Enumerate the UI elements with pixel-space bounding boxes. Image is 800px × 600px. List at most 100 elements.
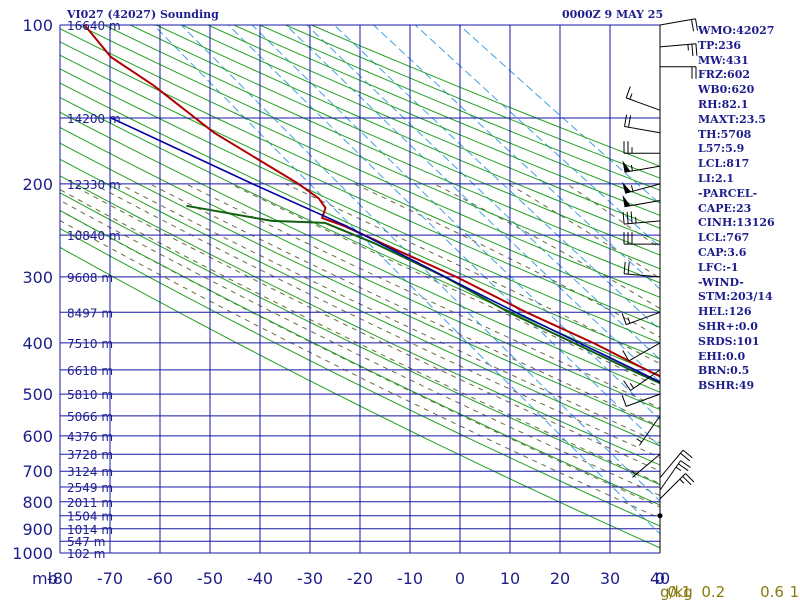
temp-tick-label: 30 [600,569,620,588]
height-label: 10840 m [67,229,121,243]
temp-tick-label: -60 [147,569,173,588]
pressure-tick-label: 300 [22,268,53,287]
index-item: FRZ:602 [698,68,751,82]
barb-half [629,93,633,100]
height-label: 14200 m [67,112,121,126]
index-item: EHI:0.0 [698,349,746,363]
index-item: -WIND- [698,275,744,289]
height-label: 12330 m [67,178,121,192]
barb-shaft [659,460,682,491]
index-item: RH:82.1 [698,97,749,111]
barb-full [691,19,695,32]
barb-full [623,380,631,391]
stability-indices-panel: WMO:42027 TP:236 MW:431 FRZ:602 WB0:620 RH:82… [698,24,775,394]
dry-adiabat [60,175,660,466]
pressure-tick-label: 400 [22,334,53,353]
surface-wind-marker [657,513,663,519]
barb-half [630,185,634,192]
barb-full [682,449,693,459]
dry-adiabat [60,126,660,411]
temp-tick-label: -80 [47,569,73,588]
dry-adiabat [60,142,660,429]
height-label: 2011 m [67,496,113,510]
temp-tick-label: -10 [397,569,423,588]
index-item: MW:431 [698,53,749,67]
temp-tick-label: 10 [500,569,520,588]
height-label: 5066 m [67,410,113,424]
sounding-timestamp: 0000Z 9 MAY 25 [562,8,664,21]
temp-tick-label: -40 [247,569,273,588]
barb-half [687,44,689,51]
dewpoint-line [186,204,660,385]
barb-full [678,463,689,472]
wind-barb [623,369,661,391]
height-label: 3124 m [67,465,113,479]
barb-shaft [626,393,661,407]
barb-full [691,44,694,57]
dry-adiabat [60,41,660,313]
barb-half [679,478,685,484]
height-label: 5810 m [67,388,113,402]
temp-tick-label: -20 [347,569,373,588]
wind-barb [660,66,697,79]
wind-barb [621,311,661,326]
barb-shaft [632,453,661,478]
mixing-ratio-line [180,25,660,502]
chart-title: VI027 (42027) Sounding [67,8,219,21]
index-item: BSHR:49 [698,379,755,393]
height-label: 3728 m [67,448,113,462]
barb-full [627,262,630,275]
wind-barb [622,160,661,173]
barb-shaft [626,97,661,111]
wind-barb [622,181,661,194]
mixing-ratio-label: 0.1 [667,583,691,600]
mixing-ratio-label: 1.0 [790,583,800,600]
index-item: LFC:-1 [698,260,739,274]
barb-shaft [628,342,661,362]
dry-adiabats [60,25,660,549]
index-item: TH:5708 [698,127,752,141]
barb-shaft [638,415,661,446]
index-item: SHR+:0.0 [698,319,758,333]
wind-barb [623,141,660,154]
parcel-line [110,117,660,383]
barb-full [682,475,692,486]
barb-full [626,211,629,224]
wind-barb [623,232,660,245]
barb-flag [622,160,631,173]
height-label: 4376 m [67,430,113,444]
index-item: CAP:3.6 [698,245,747,259]
barb-shaft [659,449,684,479]
index-item: WB0:620 [698,83,755,97]
barb-shaft [624,273,661,278]
height-label: 102 m [67,547,105,561]
temp-tick-label: -70 [97,569,123,588]
mixing-ratio-label: 0.6 [760,583,784,600]
pressure-tick-label: 200 [22,175,53,194]
moist-adiabat [60,199,660,497]
index-item: -PARCEL- [698,186,758,200]
index-item: L57:5.9 [698,142,745,156]
index-item: SRDS:101 [698,334,760,348]
barb-full [695,18,698,31]
index-item: HEL:126 [698,305,752,319]
moist-adiabat [149,183,660,428]
mixing-ratio-label: 0.2 [701,583,725,600]
wind-barb [623,261,661,278]
moist-adiabat [93,183,660,459]
barb-full [622,212,625,225]
wind-barb [659,43,698,57]
barb-full [623,261,626,274]
temp-tick-label: -50 [197,569,223,588]
index-item: WMO:42027 [698,24,775,37]
mixing-ratio-unit: g/kg [660,583,693,600]
dry-adiabat [60,111,660,393]
height-label: 16640 m [67,19,121,33]
temperature-line [83,25,660,378]
dry-adiabat [60,82,660,360]
wind-barb [622,195,661,208]
barb-shaft [624,220,661,225]
pressure-tick-label: 500 [22,385,53,404]
